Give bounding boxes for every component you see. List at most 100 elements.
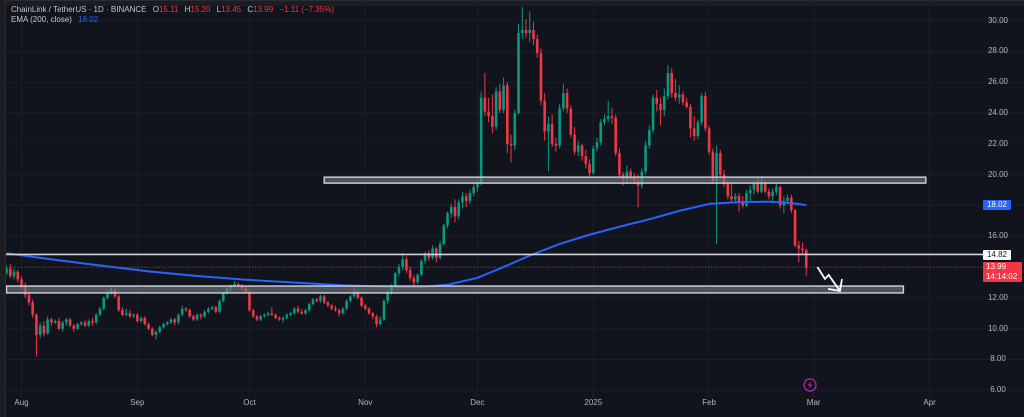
ema-price-tag: 18.02: [983, 200, 1011, 210]
candle: [177, 313, 180, 325]
candle: [801, 242, 804, 255]
projection-arrow: [816, 266, 843, 292]
arrow-shaft: [816, 266, 841, 292]
candle-body: [535, 39, 539, 53]
time-tick: Feb: [702, 398, 716, 407]
candle: [6, 265, 8, 275]
candle-body: [382, 300, 386, 320]
candle: [535, 34, 539, 58]
candle: [692, 116, 696, 141]
price-tick: 6.00: [990, 385, 1006, 395]
candle-body: [786, 197, 789, 201]
candle: [72, 324, 76, 332]
candle-body: [136, 314, 139, 321]
candle-body: [162, 324, 165, 328]
candle-body: [461, 196, 464, 203]
close-value: 13.99: [253, 5, 274, 14]
candle: [334, 305, 337, 312]
candle: [502, 77, 505, 114]
candle-body: [644, 145, 647, 172]
candle: [251, 308, 255, 318]
candle-body: [689, 106, 692, 129]
candle: [491, 94, 494, 134]
price-tick: 22.00: [987, 138, 1009, 148]
candle-body: [143, 317, 147, 325]
candle: [479, 91, 483, 186]
candle: [464, 193, 468, 208]
candle-body: [509, 143, 513, 146]
candle-body: [562, 93, 565, 109]
candle-body: [128, 313, 132, 317]
candle-body: [255, 316, 259, 320]
candle-body: [83, 322, 87, 326]
candle: [778, 185, 782, 209]
candle: [337, 308, 341, 317]
candle-body: [72, 325, 76, 329]
candle-body: [629, 171, 632, 178]
candle-body: [539, 52, 543, 101]
price-tick: 8.00: [990, 354, 1006, 364]
candle: [730, 182, 733, 203]
indicator-legend-row[interactable]: EMA (200, close) 18.02: [11, 15, 334, 25]
candle: [580, 143, 584, 161]
candle: [715, 145, 718, 244]
lightning-icon[interactable]: [803, 378, 817, 392]
candle-body: [139, 317, 143, 321]
candle: [468, 190, 472, 204]
candle: [506, 82, 509, 154]
hline-price-tag[interactable]: 14.82: [983, 250, 1011, 260]
candle-body: [76, 324, 79, 329]
candle: [397, 263, 401, 277]
candle: [180, 305, 184, 317]
candle-body: [375, 316, 378, 325]
candle-body: [662, 96, 666, 110]
candle-body: [681, 94, 685, 103]
candle-body: [311, 299, 315, 305]
candle: [595, 137, 599, 152]
candle-body: [251, 310, 255, 317]
candle: [274, 313, 277, 320]
candle: [461, 191, 464, 209]
candle-body: [53, 320, 57, 323]
candle-body: [603, 119, 606, 123]
candle: [655, 89, 659, 112]
candle-body: [670, 73, 674, 94]
indicator-label[interactable]: EMA (200, close): [11, 15, 72, 24]
candle: [38, 322, 42, 338]
candle-body: [797, 245, 801, 249]
candle-body: [801, 248, 804, 251]
candle: [382, 299, 386, 321]
candle-body: [666, 73, 670, 97]
candle-body: [659, 103, 662, 110]
candle: [79, 320, 83, 326]
candle: [707, 125, 711, 155]
candle-body: [711, 151, 715, 181]
candle: [53, 319, 57, 325]
candle-body: [165, 322, 169, 325]
candle: [207, 307, 210, 314]
price-tick: 12.00: [987, 292, 1009, 302]
candle: [719, 150, 722, 178]
candle-body: [61, 322, 64, 329]
candle: [98, 307, 102, 317]
candle-body: [614, 117, 617, 154]
candle-body: [606, 116, 610, 120]
candle: [330, 304, 333, 311]
candle: [584, 150, 588, 169]
candle: [326, 300, 330, 308]
candle-body: [203, 311, 206, 317]
low-label: L: [216, 5, 222, 14]
candle-body: [464, 196, 468, 201]
candle-body: [700, 96, 703, 123]
price-tick: 26.00: [987, 77, 1009, 87]
candle-body: [98, 308, 102, 315]
candle-body: [169, 319, 173, 323]
symbol-legend-row[interactable]: ChainLink / TetherUS · 1D · BINANCE O15.…: [11, 5, 334, 15]
candle: [771, 188, 774, 201]
candle-body: [124, 313, 128, 315]
candle-body: [221, 293, 225, 301]
candle-body: [334, 308, 337, 311]
symbol-title[interactable]: ChainLink / TetherUS · 1D · BINANCE: [11, 5, 147, 14]
price-tick: 10.00: [987, 323, 1009, 333]
